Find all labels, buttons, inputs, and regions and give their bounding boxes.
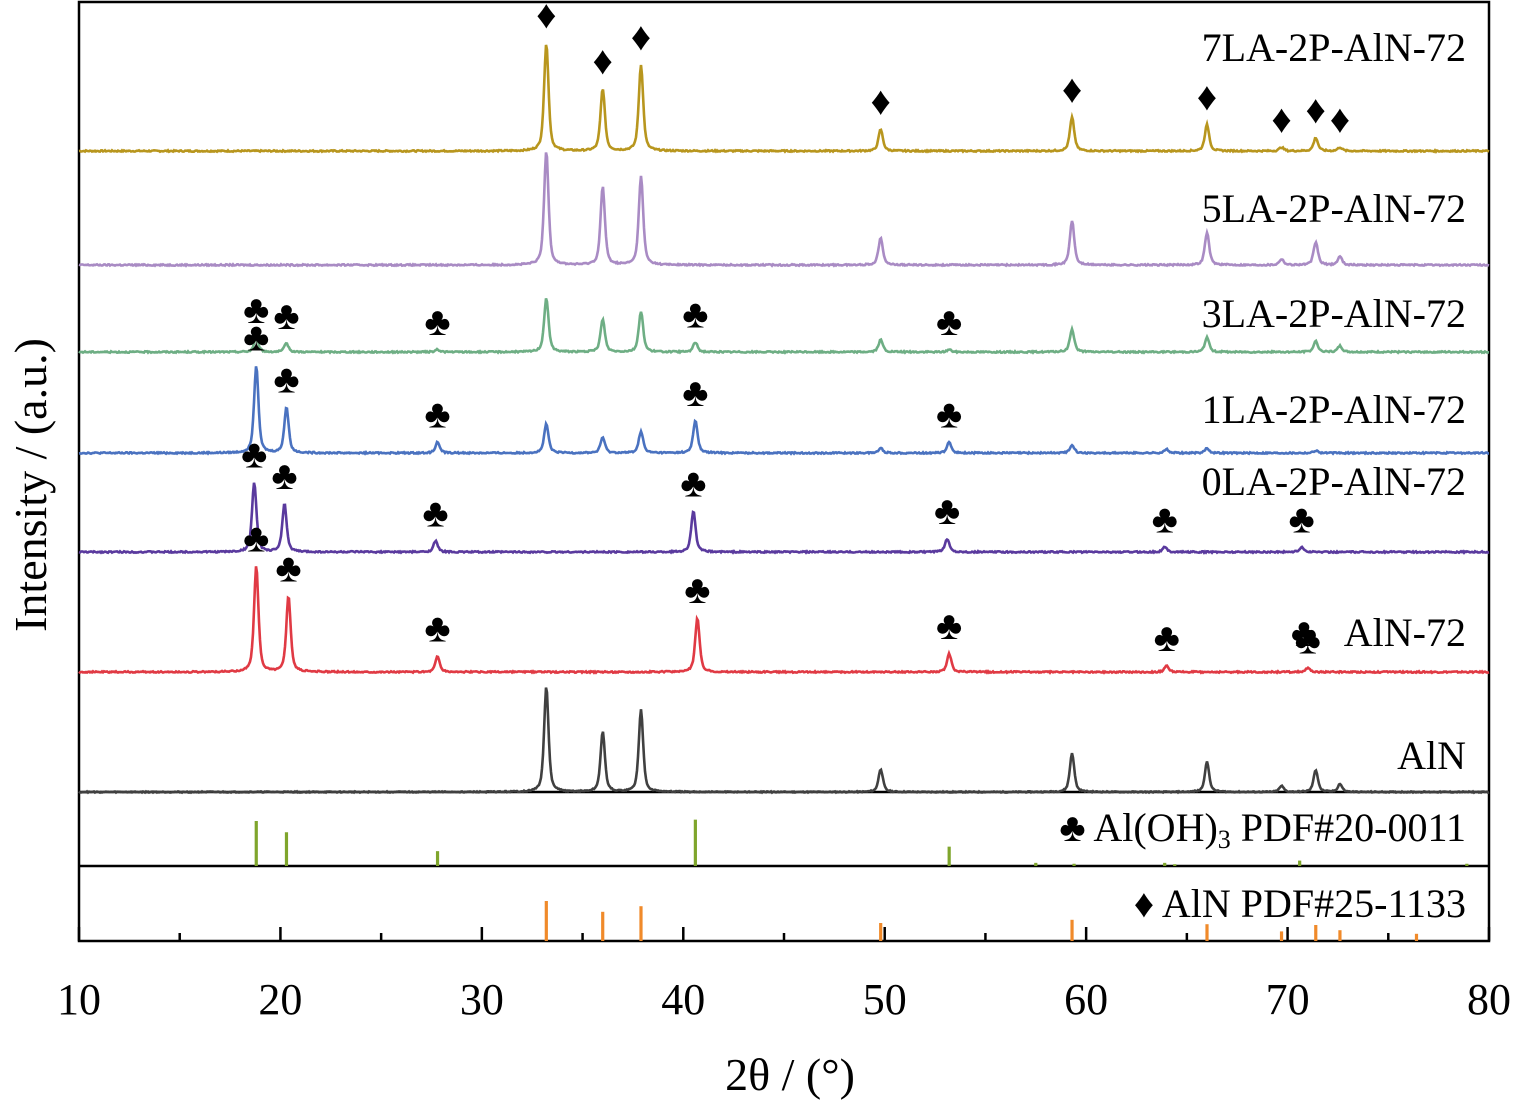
series-layer [78, 44, 1490, 795]
club-marker: ♣ [684, 567, 710, 612]
club-marker: ♣ [936, 299, 962, 344]
diamond-marker: ♦ [1062, 67, 1082, 112]
x-tick-label: 70 [1266, 975, 1310, 1024]
x-tick-label: 30 [460, 975, 504, 1024]
club-marker: ♣ [424, 606, 450, 651]
series-line-7la-2p-aln-72 [78, 44, 1490, 154]
club-marker: ♣ [273, 293, 299, 338]
series-line-aln [78, 687, 1490, 795]
club-marker: ♣ [243, 516, 269, 561]
series-label-layer: 7LA-2P-AlN-72 5LA-2P-AlN-72 3LA-2P-AlN-72 1… [1059, 25, 1466, 926]
club-marker: ♣ [936, 391, 962, 436]
x-axis: 10 20 30 40 50 60 70 80 [57, 927, 1511, 1024]
club-marker: ♣ [243, 287, 269, 332]
series-label-3la-2p-aln-72: 3LA-2P-AlN-72 [1202, 291, 1466, 336]
club-marker: ♣ [271, 453, 297, 498]
x-tick-label: 50 [863, 975, 907, 1024]
series-label-aln-72: AlN-72 [1344, 610, 1466, 655]
club-marker: ♣ [682, 370, 708, 415]
series-line-5la-2p-aln-72 [78, 152, 1490, 268]
series-label-0la-2p-aln-72: 0LA-2P-AlN-72 [1202, 459, 1466, 504]
x-tick-label: 10 [57, 975, 101, 1024]
x-tick-label: 80 [1467, 975, 1511, 1024]
club-marker: ♣ [241, 432, 267, 477]
diamond-marker: ♦ [1271, 97, 1291, 142]
club-marker: ♣ [1154, 615, 1180, 660]
club-marker: ♣ [422, 490, 448, 535]
club-marker: ♣ [1152, 496, 1178, 541]
diamond-marker: ♦ [631, 14, 651, 59]
club-marker: ♣ [934, 488, 960, 533]
diamond-marker: ♦ [870, 79, 890, 124]
club-marker: ♣ [273, 357, 299, 402]
club-marker: ♣ [680, 460, 706, 505]
series-label-aln: AlN [1397, 733, 1466, 778]
club-marker: ♣ [243, 315, 269, 360]
peak-marker-layer: ♦♦♦♦ ♦ ♦♦ ♦ ♦♣ ♣ ♣ ♣ ♣♣♣♣ ♣ ♣♣ ♣♣♣♣ ♣ ♣♣♣♣♣♣ ♣ ♣♣ [241, 0, 1350, 663]
diamond-marker: ♦ [1306, 87, 1326, 132]
series-line-0la-2p-aln-72 [78, 482, 1490, 555]
club-marker: ♣ [936, 603, 962, 648]
club-marker: ♣ [1289, 496, 1315, 541]
x-tick-label: 20 [258, 975, 302, 1024]
x-tick-label: 60 [1064, 975, 1108, 1024]
series-line-aln-72 [78, 566, 1490, 675]
series-label-1la-2p-aln-72: 1LA-2P-AlN-72 [1202, 387, 1466, 432]
club-marker: ♣ [275, 546, 301, 591]
reference-label-al-oh-pdf-20-0011: ♣ Al(OH)3 PDF#20-0011 [1059, 805, 1466, 854]
reference-label-aln-pdf-25-1133: ♦ AlN PDF#25-1133 [1134, 881, 1466, 926]
x-tick-label: 40 [661, 975, 705, 1024]
diamond-marker: ♦ [593, 38, 613, 83]
club-marker: ♣ [1295, 618, 1321, 663]
series-line-3la-2p-aln-72 [78, 298, 1490, 355]
series-label-7la-2p-aln-72: 7LA-2P-AlN-72 [1202, 25, 1466, 70]
club-marker: ♣ [424, 391, 450, 436]
x-axis-title: 2θ / (°) [725, 1049, 855, 1100]
club-marker: ♣ [682, 292, 708, 337]
diamond-marker: ♦ [536, 0, 556, 37]
y-axis-title: Intensity / (a.u.) [5, 338, 56, 632]
diamond-marker: ♦ [1330, 97, 1350, 142]
diamond-marker: ♦ [1197, 74, 1217, 119]
series-line-1la-2p-aln-72 [78, 366, 1489, 456]
club-marker: ♣ [424, 299, 450, 344]
reference-layer [254, 819, 1469, 941]
series-label-5la-2p-aln-72: 5LA-2P-AlN-72 [1202, 186, 1466, 231]
club-marker: ♣ [1291, 610, 1317, 655]
